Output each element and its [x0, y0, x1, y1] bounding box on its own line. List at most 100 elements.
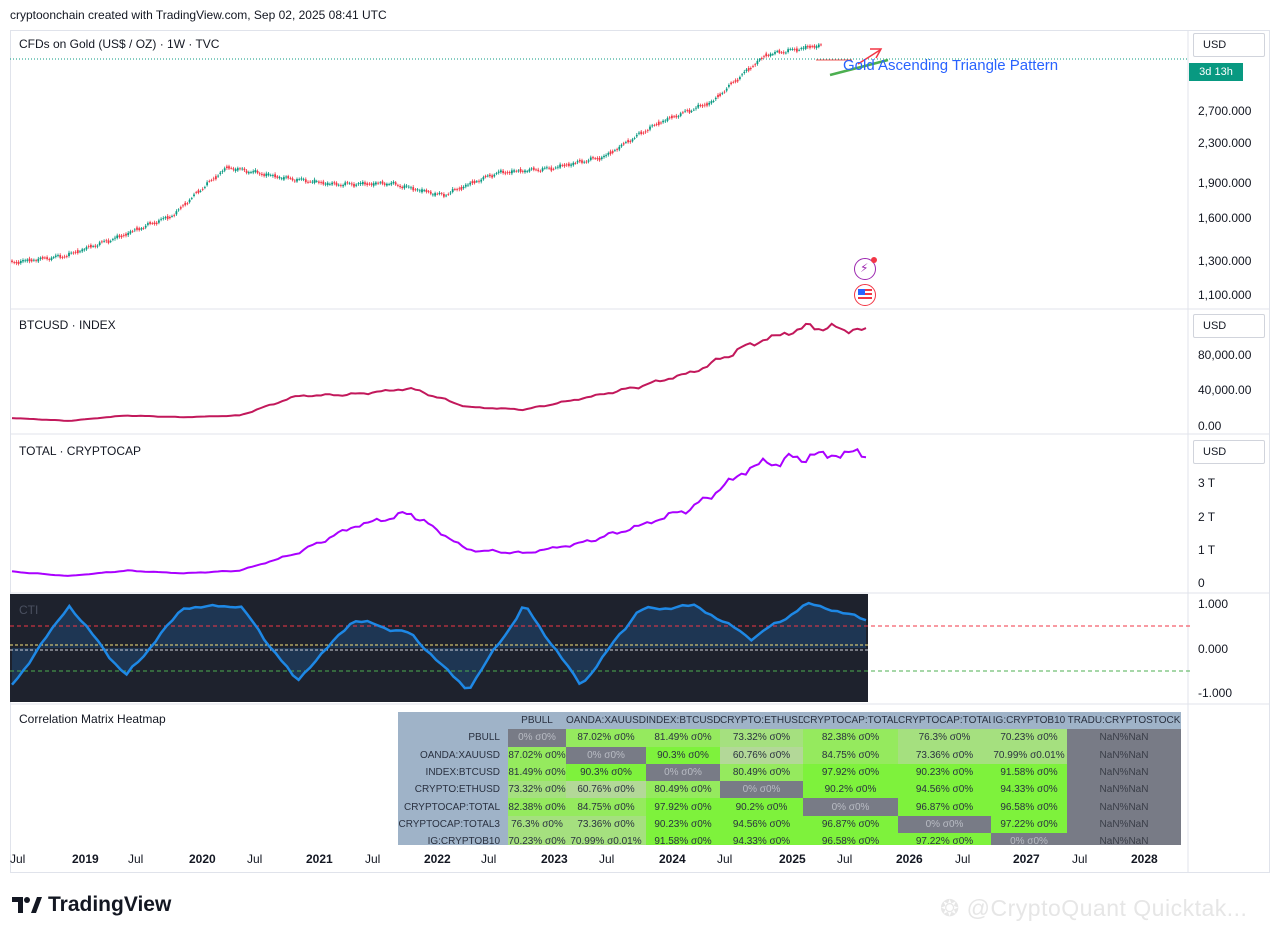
- gold-candle: [778, 50, 781, 53]
- gold-candle: [543, 167, 546, 169]
- gold-candle: [657, 121, 660, 125]
- gold-candle: [796, 48, 798, 52]
- gold-candle: [173, 215, 176, 216]
- matrix-cell: 60.76% σ0%: [566, 781, 646, 799]
- gold-candle: [403, 185, 406, 189]
- arrow-head: [870, 48, 883, 59]
- gold-candle: [662, 120, 664, 123]
- gold-candle: [625, 142, 627, 143]
- gold-candle: [101, 241, 103, 243]
- total-currency-selector[interactable]: USD: [1193, 440, 1265, 464]
- gold-candle: [473, 180, 476, 184]
- gold-candle: [59, 255, 62, 258]
- heatmap-pane-label[interactable]: Correlation Matrix Heatmap: [19, 712, 166, 726]
- gold-candle: [24, 260, 27, 262]
- gold-candle: [631, 139, 634, 142]
- gold-candle: [98, 242, 101, 245]
- gold-candle: [583, 161, 586, 163]
- gold-candle: [699, 105, 702, 106]
- gold-candle: [285, 176, 287, 178]
- gold-candle: [682, 112, 684, 114]
- gold-candle: [337, 184, 340, 186]
- gold-candle: [714, 97, 717, 100]
- tradingview-wordmark: TradingView: [48, 893, 172, 916]
- gold-candle: [160, 218, 162, 220]
- gold-candle: [765, 53, 768, 57]
- gold-candle: [350, 183, 353, 185]
- tradingview-logo[interactable]: TradingView: [12, 893, 171, 917]
- gold-candle: [789, 49, 792, 50]
- gold-candle: [528, 169, 531, 172]
- gold-candle: [410, 187, 412, 189]
- btc-ytick: 0.00: [1198, 419, 1222, 433]
- gold-candle: [651, 125, 654, 127]
- us-flag-event-icon[interactable]: [854, 284, 876, 306]
- gold-candle: [394, 182, 397, 185]
- cti-pane-label[interactable]: CTI: [19, 603, 39, 617]
- gold-candle: [710, 101, 713, 104]
- btc-currency-selector[interactable]: USD: [1193, 314, 1265, 338]
- matrix-cell: 91.58% σ0%: [646, 833, 720, 845]
- gold-candle: [272, 175, 274, 176]
- gold-candle: [348, 183, 351, 185]
- matrix-cell: 70.99% σ0.01%: [566, 833, 646, 845]
- gold-candle: [456, 189, 458, 190]
- gold-candle: [728, 85, 730, 87]
- matrix-cell: 96.87% σ0%: [803, 815, 898, 834]
- btc-ytick: 40,000.00: [1198, 383, 1252, 397]
- btc-pane-label[interactable]: BTCUSD · INDEX: [19, 318, 116, 332]
- gold-candle: [322, 181, 325, 185]
- gold-candle: [313, 179, 316, 183]
- time-axis-label: 2028: [1131, 852, 1158, 866]
- matrix-column-header: CRYPTOCAP:TOTAL: [803, 712, 898, 730]
- gold-candle: [732, 82, 735, 83]
- gold-candle: [381, 181, 384, 184]
- gold-candle: [28, 258, 31, 262]
- gold-candle: [565, 164, 568, 166]
- matrix-column-header: TRADU:CRYPTOSTOCK: [1067, 712, 1181, 730]
- total-pane-label[interactable]: TOTAL · CRYPTOCAP: [19, 444, 142, 458]
- gold-candle: [120, 235, 123, 238]
- gold-candle: [278, 176, 281, 179]
- gold-candle: [517, 170, 520, 172]
- gold-candle: [743, 71, 746, 73]
- gold-candle: [719, 93, 721, 96]
- gold-candle: [109, 241, 112, 242]
- gold-candle: [46, 257, 48, 260]
- gold-candle: [201, 189, 204, 190]
- breakout-arrow: [857, 49, 881, 65]
- gold-currency-selector[interactable]: USD: [1193, 33, 1265, 57]
- gold-candle: [37, 258, 40, 262]
- gold-candle: [734, 80, 737, 82]
- gold-candle: [52, 257, 55, 258]
- gold-candle: [800, 48, 803, 49]
- gold-candle: [432, 194, 434, 196]
- matrix-row-header: CRYPTOCAP:TOTAL: [398, 798, 508, 816]
- gold-candle: [133, 229, 136, 231]
- gold-candle: [664, 120, 667, 122]
- gold-candle: [576, 161, 579, 163]
- gold-candle: [342, 185, 344, 187]
- matrix-row: PBULL 0% σ0% 87.02% σ0% 81.49% σ0% 73.32% σ0…: [398, 729, 1181, 747]
- matrix-cell: 97.22% σ0%: [991, 815, 1067, 834]
- matrix-cell: 94.33% σ0%: [720, 833, 803, 845]
- gold-pane-label[interactable]: CFDs on Gold (US$ / OZ) · 1W · TVC: [19, 37, 220, 51]
- matrix-cell: 97.92% σ0%: [646, 798, 720, 816]
- time-axis-label: Jul: [837, 852, 853, 866]
- gold-candle: [589, 157, 592, 160]
- matrix-cell: 97.92% σ0%: [803, 763, 898, 782]
- gold-candle: [440, 193, 443, 195]
- gold-candle: [397, 185, 399, 186]
- lightning-event-icon[interactable]: ⚡: [854, 257, 877, 280]
- matrix-cell: 0% σ0%: [720, 781, 803, 799]
- gold-candle: [324, 183, 327, 185]
- btc-series-line: [11, 322, 867, 422]
- gold-candle: [326, 182, 329, 185]
- triangle-annotation-text[interactable]: Gold Ascending Triangle Pattern: [843, 57, 1059, 74]
- gold-candle: [307, 181, 309, 183]
- matrix-row-header: CRYPTO:ETHUSD: [398, 781, 508, 799]
- matrix-cell: NaN%NaN: [1067, 729, 1181, 747]
- chart-frame[interactable]: [10, 30, 1270, 873]
- gold-candle: [491, 175, 493, 178]
